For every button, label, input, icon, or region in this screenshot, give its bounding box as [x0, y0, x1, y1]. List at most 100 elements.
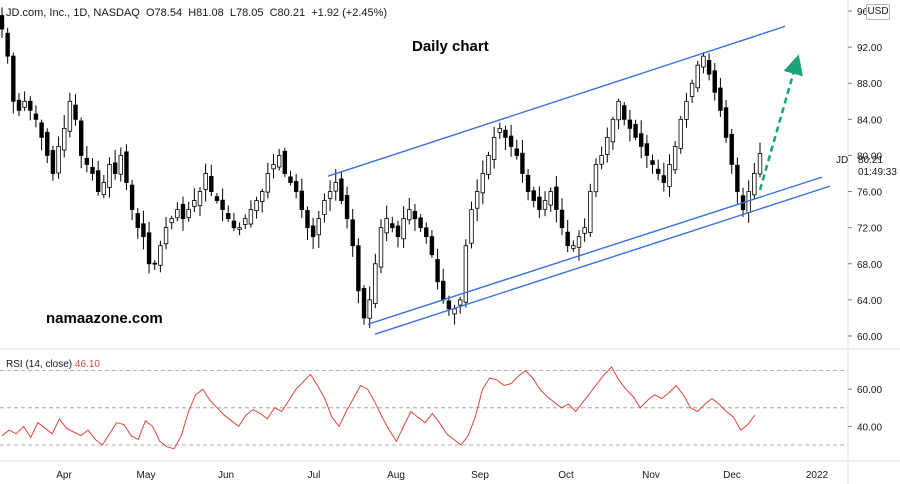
candle-body: [508, 135, 514, 147]
candle-body: [599, 155, 604, 165]
candle-body: [452, 308, 457, 315]
price-tick-label: 84.00: [857, 115, 882, 126]
candle-body: [757, 153, 763, 175]
open-value: O78.54: [146, 7, 183, 19]
candle-body: [39, 122, 44, 138]
candle-body: [706, 60, 712, 75]
candle-body: [16, 99, 22, 111]
candle-body: [282, 150, 288, 174]
candle-body: [588, 191, 593, 233]
candle-body: [554, 186, 559, 211]
candle-body: [293, 181, 299, 192]
candle-body: [339, 178, 344, 201]
candle-body: [11, 55, 16, 102]
candle-body: [384, 218, 389, 234]
candle-body: [395, 225, 401, 238]
time-tick-label: Oct: [558, 470, 574, 481]
time-tick-label: 2022: [806, 470, 829, 481]
candle-body: [729, 133, 734, 165]
candle-body: [78, 120, 84, 156]
candle-body: [112, 162, 118, 174]
symbol-line: JD.com, Inc., 1D, NASDAQ: [6, 7, 140, 19]
candle-body: [146, 232, 152, 265]
candle-body: [752, 173, 757, 196]
candle-body: [135, 213, 140, 229]
candle-body: [424, 227, 429, 238]
candle-body: [503, 129, 508, 138]
candle-body: [163, 227, 169, 245]
candle-body: [661, 175, 667, 183]
candle-body: [56, 146, 61, 174]
candle-body: [180, 203, 186, 220]
candle-body: [548, 191, 553, 206]
candle-body: [129, 184, 135, 211]
candle-body: [684, 100, 689, 120]
price-tick-label: 92.00: [857, 43, 882, 54]
candle-body: [95, 170, 101, 192]
rsi-tick-label: 60.00: [857, 385, 882, 396]
candle-body: [175, 209, 180, 219]
rsi-header: RSI (14, close) 46.10: [6, 359, 100, 370]
candle-body: [695, 64, 700, 89]
candle-body: [582, 227, 587, 234]
rsi-tick-label: 40.00: [857, 422, 882, 433]
chart-title: Daily chart: [412, 38, 489, 55]
candle-body: [67, 100, 73, 132]
rsi-line: [1, 366, 756, 450]
time-tick-label: Jun: [218, 470, 234, 481]
candle-body: [45, 131, 50, 156]
candle-body: [559, 209, 565, 229]
rsi-pane[interactable]: [0, 366, 848, 450]
time-tick-label: Apr: [56, 470, 72, 481]
candle-body: [350, 219, 355, 247]
candle-body: [520, 152, 525, 174]
candle-body: [5, 32, 10, 57]
change-value: +1.92 (+2.45%): [311, 7, 388, 19]
price-symbol: JD: [836, 155, 849, 166]
candle-body: [435, 259, 440, 283]
candle-body: [401, 218, 406, 240]
candle-body: [407, 209, 412, 221]
time-tick-label: Sep: [471, 470, 489, 481]
price-tick-label: 64.00: [857, 296, 882, 307]
candle-body: [633, 123, 638, 138]
candle-body: [373, 263, 378, 305]
countdown-label: 01:49:33: [858, 167, 897, 178]
candle-body: [672, 146, 678, 171]
candle-body: [616, 100, 621, 121]
candle-body: [197, 191, 203, 207]
candle-body: [305, 210, 310, 229]
candle-body: [622, 105, 627, 120]
currency-badge[interactable]: USD: [866, 4, 890, 20]
candle-body: [231, 220, 237, 229]
candle-body: [412, 210, 418, 220]
price-tick-label: 68.00: [857, 260, 882, 271]
close-value: C80.21: [269, 7, 306, 19]
candle-body: [525, 174, 531, 192]
projection-arrow: [758, 54, 803, 191]
candle-body: [209, 176, 214, 192]
time-tick-label: Nov: [642, 470, 660, 481]
candle-body: [237, 227, 242, 230]
price-pane[interactable]: [0, 7, 831, 335]
candle-body: [101, 182, 107, 195]
candle-body: [571, 245, 576, 249]
candle-body: [316, 218, 321, 236]
candle-body: [605, 136, 610, 155]
candle-body: [271, 164, 276, 170]
candle-body: [378, 227, 384, 268]
candle-body: [333, 182, 338, 192]
candle-body: [90, 166, 95, 174]
channel-line: [367, 176, 823, 325]
candle-body: [746, 191, 751, 213]
time-tick-label: Jul: [308, 470, 321, 481]
time-tick-label: May: [137, 470, 156, 481]
candle-body: [689, 82, 695, 97]
candle-body: [446, 300, 452, 310]
last-price-label: 80.21: [858, 155, 884, 166]
candle-body: [712, 70, 717, 93]
candle-body: [627, 119, 633, 129]
candle-body: [22, 100, 27, 108]
